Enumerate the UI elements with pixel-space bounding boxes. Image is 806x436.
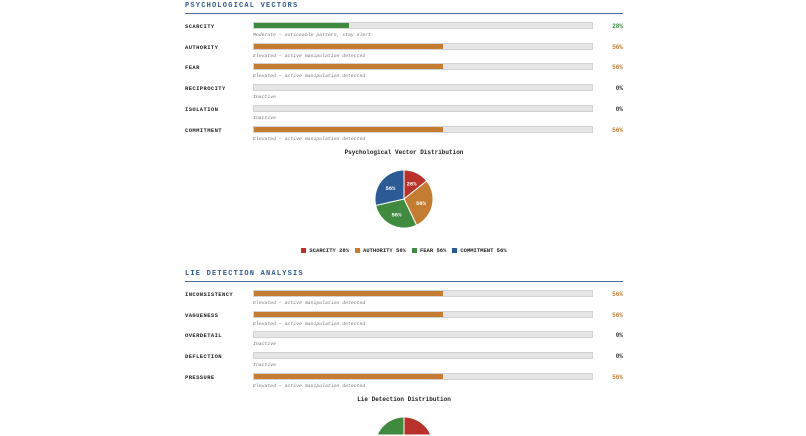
pie-data-label: 56% [385, 185, 396, 192]
progress-bar [253, 84, 593, 92]
section-heading: PSYCHOLOGICAL VECTORS [185, 2, 623, 14]
vector-label: OVERDETAIL [185, 332, 223, 340]
vector-note: Elevated — active manipulation detected [253, 136, 366, 142]
progress-fill [254, 373, 444, 379]
progress-bar [253, 42, 593, 50]
vector-percent: 56% [612, 126, 623, 134]
pie-slice-scarcity [403, 169, 428, 201]
progress-bar [253, 352, 593, 360]
vector-row: DEFLECTION 0% Inactive [185, 352, 623, 373]
progress-bar [253, 22, 593, 29]
vector-row: SCARCITY 28% Moderate — noticeable pattern… [185, 22, 623, 43]
vector-percent: 0% [615, 353, 623, 361]
pie-slice-fear [375, 198, 418, 229]
vector-note: Inactive [253, 363, 277, 369]
vector-label: COMMITMENT [185, 126, 223, 134]
progress-fill [254, 43, 444, 49]
vector-label: ISOLATION [185, 105, 219, 113]
chart-title: Psychological Vector Distribution [344, 149, 464, 156]
pie-data-label: 56% [416, 200, 427, 207]
legend-label: FEAR 56% [419, 247, 447, 254]
vector-row: INCONSISTENCY 56% Elevated — active manipu… [185, 290, 623, 311]
vector-note: Elevated — active manipulation detected [253, 53, 366, 59]
chart-legend: SCARCITY 28% AUTHORITY 56% FEAR 56% COMMITM… [185, 247, 623, 254]
vector-row: VAGUENESS 56% Elevated — active manipulati… [185, 310, 623, 332]
pie-slice-pressure [375, 416, 405, 436]
vector-label: VAGUENESS [185, 311, 219, 319]
progress-bar [253, 63, 593, 71]
legend-item: AUTHORITY 56% [355, 247, 406, 254]
vector-note: Moderate — noticeable pattern, stay aler… [253, 33, 372, 38]
vector-row: OVERDETAIL 0% Inactive [185, 331, 623, 352]
legend-label: AUTHORITY 56% [363, 247, 406, 254]
vector-note: Inactive [253, 342, 277, 348]
legend-item: COMMITMENT 56% [452, 247, 507, 254]
progress-fill [254, 126, 444, 132]
vector-label: RECIPROCITY [185, 85, 226, 93]
legend-label: SCARCITY 28% [309, 247, 350, 254]
pie-slice-commitment [374, 169, 405, 207]
legend-swatch [452, 248, 458, 253]
vector-percent: 28% [612, 23, 623, 30]
progress-bar [253, 331, 593, 339]
progress-fill [254, 311, 444, 317]
vector-row: AUTHORITY 56% Elevated — active manipulati… [185, 42, 623, 64]
vector-note: Inactive [253, 95, 277, 101]
legend-swatch [355, 248, 361, 253]
vector-row: PRESSURE 56% Elevated — active manipulatio… [185, 372, 623, 394]
vector-percent: 0% [615, 332, 623, 340]
legend-label: COMMITMENT 56% [460, 247, 507, 254]
legend-swatch [301, 248, 307, 253]
legend-item: FEAR 56% [411, 247, 447, 254]
pie-data-label: 28% [407, 180, 418, 187]
vector-label: SCARCITY [185, 23, 215, 30]
progress-fill [254, 64, 444, 70]
vector-percent: 56% [612, 64, 623, 72]
vector-percent: 56% [612, 43, 623, 51]
legend-item: SCARCITY 28% [301, 247, 349, 254]
vector-label: DEFLECTION [185, 353, 223, 361]
progress-bar [253, 310, 593, 318]
progress-fill [254, 291, 444, 296]
legend-swatch [411, 248, 417, 253]
vector-percent: 0% [615, 105, 623, 113]
vector-row: RECIPROCITY 0% Inactive [185, 84, 623, 105]
vector-row: ISOLATION 0% Inactive [185, 104, 623, 126]
vector-note: Elevated — active manipulation detected [253, 74, 366, 80]
vector-note: Elevated — active manipulation detected [253, 383, 366, 389]
progress-bar [253, 125, 593, 133]
vector-percent: 56% [612, 373, 623, 381]
vector-label: INCONSISTENCY [185, 291, 234, 298]
vector-percent: 0% [615, 85, 623, 93]
progress-bar [253, 290, 593, 297]
progress-fill [254, 23, 349, 28]
progress-bar [253, 104, 593, 112]
progress-bar [253, 372, 593, 380]
vector-row: FEAR 56% Elevated — active manipulation de… [185, 63, 623, 84]
vector-label: AUTHORITY [185, 43, 219, 51]
vector-row: COMMITMENT 56% Elevated — active manipulat… [185, 125, 623, 147]
pie-data-label: 56% [391, 212, 402, 219]
vector-note: Elevated — active manipulation detected [253, 301, 366, 306]
vector-percent: 56% [612, 291, 623, 298]
vector-label: PRESSURE [185, 373, 215, 381]
vector-label: FEAR [185, 64, 200, 72]
vector-note: Elevated — active manipulation detected [253, 321, 366, 327]
section-heading: LIE DETECTION ANALYSIS [185, 270, 623, 282]
pie-slice-authority [403, 180, 434, 226]
pie-slice-inconsistency [403, 416, 433, 436]
chart-title: Lie Detection Distribution [357, 396, 451, 403]
vector-percent: 56% [612, 311, 623, 319]
vector-note: Inactive [253, 115, 277, 121]
